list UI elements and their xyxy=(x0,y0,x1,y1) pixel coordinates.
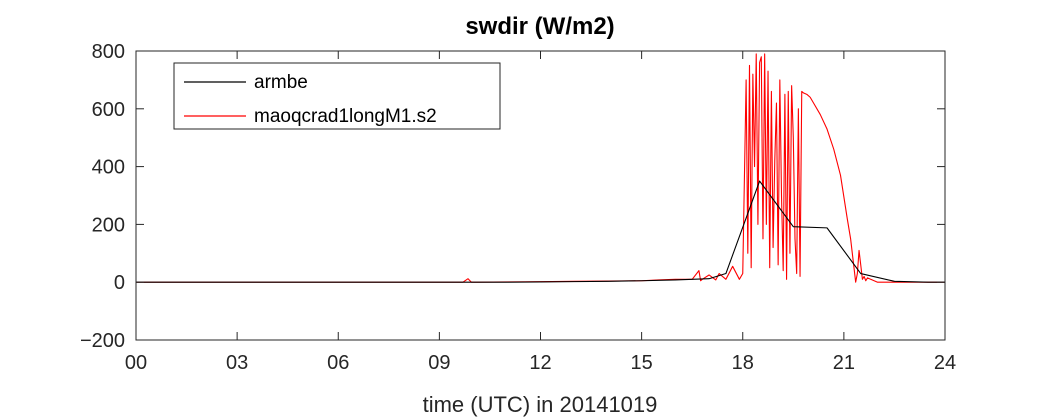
x-tick-label: 18 xyxy=(732,352,754,374)
legend-box xyxy=(173,62,501,130)
series-line-armbe xyxy=(136,180,945,283)
x-tick-label: 21 xyxy=(833,352,855,374)
y-tick-label: 200 xyxy=(92,214,125,236)
y-tick-label: 0 xyxy=(114,272,125,294)
series-layer xyxy=(136,53,945,283)
series-line-maoqcrad1longM1-s2 xyxy=(136,53,945,283)
y-tick-label: 600 xyxy=(92,99,125,121)
x-tick-label: 06 xyxy=(327,352,349,374)
x-axis-title: time (UTC) in 20141019 xyxy=(423,392,658,417)
plot-frame xyxy=(135,50,946,341)
y-tick-label: −200 xyxy=(80,330,125,352)
chart-title: swdir (W/m2) xyxy=(465,13,614,40)
x-tick-label: 24 xyxy=(934,352,956,374)
legend: armbe maoqcrad1longM1.s2 xyxy=(173,62,501,130)
legend-label-armbe: armbe xyxy=(254,72,308,93)
x-tick-label: 03 xyxy=(226,352,248,374)
x-tick-label: 12 xyxy=(529,352,551,374)
axis-layer: 00 03 06 09 12 15 18 21 24 −200 0 200 400 600 800 xyxy=(80,41,956,374)
x-tick-label: 15 xyxy=(631,352,653,374)
y-tick-label: 400 xyxy=(92,157,125,179)
legend-label-maoqcrad1longM1-s2: maoqcrad1longM1.s2 xyxy=(254,106,437,127)
x-tick-label: 09 xyxy=(428,352,450,374)
x-tick-label: 00 xyxy=(125,352,147,374)
y-tick-label: 800 xyxy=(92,41,125,63)
